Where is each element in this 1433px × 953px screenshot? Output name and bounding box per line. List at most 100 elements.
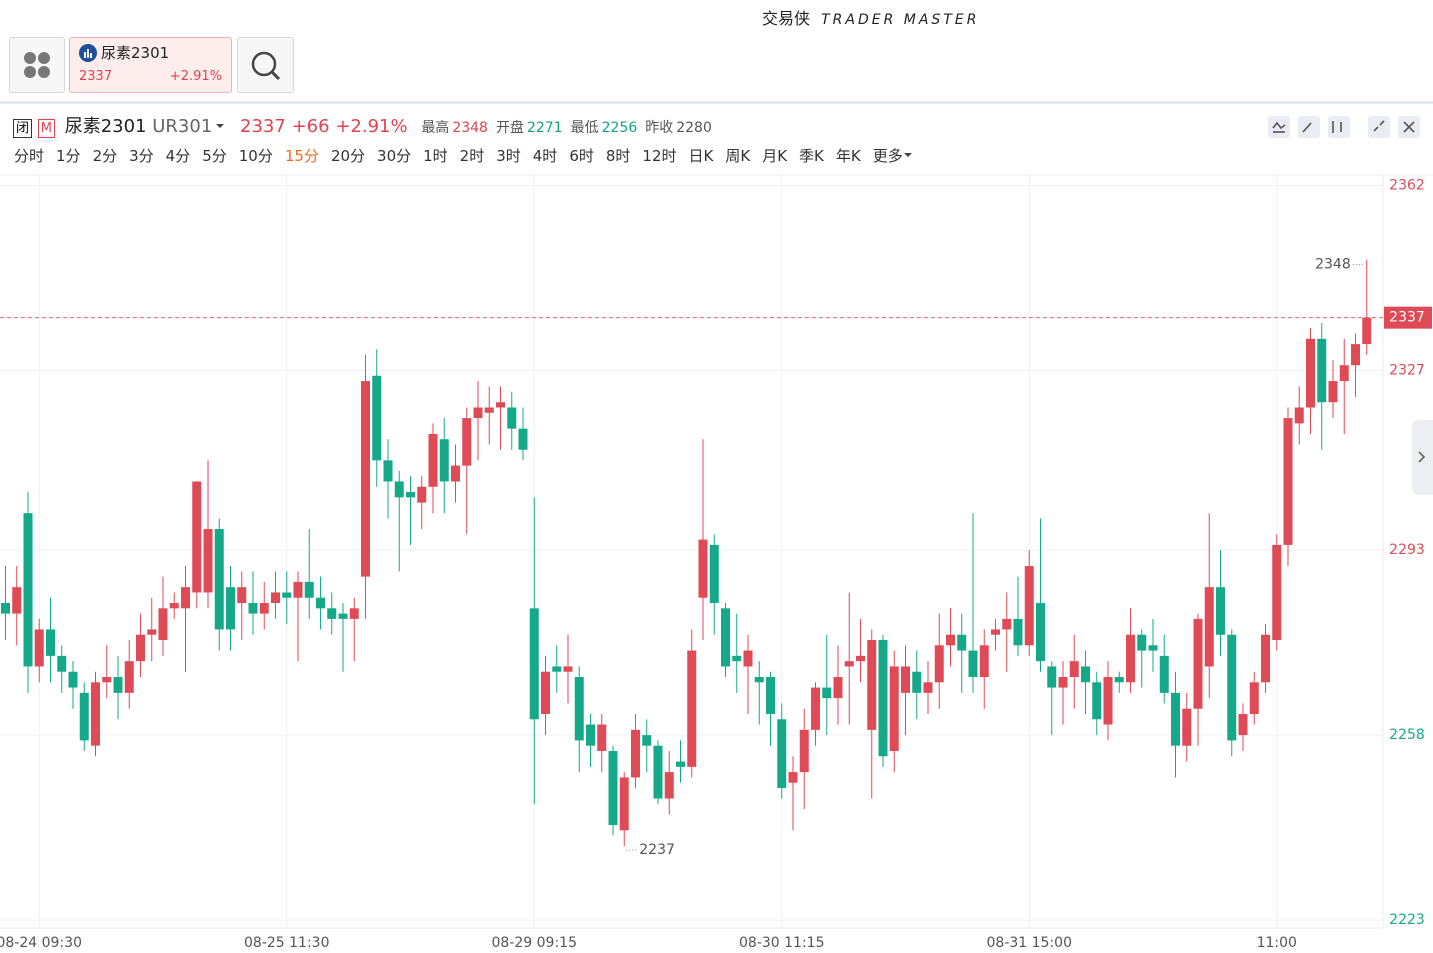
candle-body	[68, 671, 78, 688]
tab-name: 尿素2301	[101, 44, 170, 62]
x-tick-label: 08-31 15:00	[987, 935, 1072, 951]
period[interactable]: 4分	[165, 147, 191, 165]
search-icon	[251, 51, 281, 81]
stat-label: 最低	[570, 120, 599, 136]
candle-body	[1002, 618, 1012, 630]
candle-body	[372, 375, 382, 461]
candle-body	[631, 729, 640, 778]
period[interactable]: 2分	[92, 147, 118, 165]
stat-value: 2271	[526, 120, 563, 136]
period[interactable]: 分时	[14, 147, 45, 165]
period[interactable]: 周K	[725, 147, 751, 165]
search-button[interactable]	[237, 37, 294, 93]
period[interactable]: 日K	[688, 147, 714, 165]
candle-body	[946, 634, 955, 646]
candle-body	[1328, 381, 1338, 403]
candle-body	[169, 603, 179, 609]
stat-value: 2256	[601, 120, 638, 136]
candle-body	[529, 608, 539, 720]
x-tick-label: 08-24 09:30	[0, 935, 82, 951]
period[interactable]: 6时	[569, 147, 594, 165]
period[interactable]: 20分	[330, 147, 366, 165]
candle-body	[158, 608, 168, 641]
candle-body	[811, 687, 820, 730]
candle-body	[642, 735, 652, 746]
candle-body	[349, 608, 359, 619]
period[interactable]: 30分	[377, 147, 412, 165]
stat-label: 昨收	[645, 120, 674, 136]
candle-body	[1, 603, 10, 614]
candle-body	[619, 777, 629, 831]
candle-body	[608, 750, 618, 825]
candle-body	[102, 677, 112, 683]
candle-body	[406, 492, 415, 498]
candle-body	[1137, 634, 1147, 651]
candle-body	[1126, 634, 1135, 683]
period[interactable]: 季K	[799, 147, 824, 165]
candle-body	[1339, 365, 1349, 382]
period[interactable]: 3分	[129, 147, 154, 165]
period[interactable]: 4时	[532, 147, 558, 165]
candle-body	[856, 655, 865, 662]
candle-body	[1182, 708, 1192, 746]
x-tick-label: 08-29 09:15	[492, 935, 577, 951]
x-tick-label: 11:00	[1257, 935, 1297, 951]
period[interactable]: 5分	[202, 147, 227, 165]
candle-body	[822, 687, 832, 699]
candle-body	[541, 671, 550, 714]
period[interactable]: 年K	[835, 147, 861, 165]
candle-body	[1092, 682, 1102, 720]
candle-body	[1227, 634, 1237, 741]
tab-icon	[79, 44, 97, 62]
candle-body	[1204, 587, 1214, 667]
candle-body	[754, 677, 764, 683]
candle-body	[676, 761, 685, 767]
period[interactable]: 2时	[459, 147, 485, 165]
side-toggle-icon	[1418, 451, 1426, 463]
candle-body	[496, 402, 505, 408]
period[interactable]: 8时	[605, 147, 631, 165]
period[interactable]: 12时	[642, 147, 677, 165]
candle-body	[687, 650, 697, 767]
period[interactable]: 更多	[872, 147, 903, 165]
quote-bar: 闭 M 尿素2301 UR301 2337 +66 +2.91% 最高 2348 开…	[13, 112, 712, 138]
candle-body	[957, 634, 967, 651]
candle-body	[766, 677, 775, 714]
candle-body	[181, 587, 190, 609]
caret	[216, 124, 225, 132]
quote-name: 尿素2301	[64, 116, 147, 137]
candle-body	[1159, 655, 1169, 693]
period[interactable]: 10分	[238, 147, 273, 165]
candle-body	[1069, 661, 1079, 677]
candle-body	[428, 433, 438, 487]
period[interactable]: 月K	[762, 147, 788, 165]
stat-label: 开盘	[495, 120, 524, 136]
tool-draw[interactable]	[1298, 116, 1320, 138]
candle-body	[473, 407, 483, 419]
stat-value: 2280	[676, 120, 712, 136]
period[interactable]: 1时	[423, 147, 448, 165]
candle-body	[518, 428, 528, 450]
period[interactable]: 15分	[284, 147, 319, 165]
symbol-tab[interactable]: 尿素2301 2337 +2.91%	[69, 37, 232, 93]
candle-body	[226, 587, 235, 630]
candle-body	[282, 592, 292, 598]
candle-body	[451, 465, 460, 482]
candle-body	[462, 418, 472, 466]
tool-icons	[1272, 120, 1415, 133]
candle-body	[1013, 618, 1023, 646]
period[interactable]: 1分	[56, 147, 81, 165]
candle-body	[79, 692, 89, 741]
candle-body	[912, 671, 922, 693]
candle-body	[698, 539, 708, 598]
candle-body	[271, 592, 280, 604]
candle-body	[1306, 338, 1315, 408]
menu-button[interactable]	[9, 37, 65, 93]
candle-body	[1261, 634, 1270, 683]
candle-body	[46, 629, 55, 656]
candle-body	[968, 650, 978, 677]
candle-body	[91, 682, 100, 746]
candle-body	[597, 724, 607, 751]
candle-body	[147, 629, 157, 635]
period[interactable]: 3时	[496, 147, 521, 165]
